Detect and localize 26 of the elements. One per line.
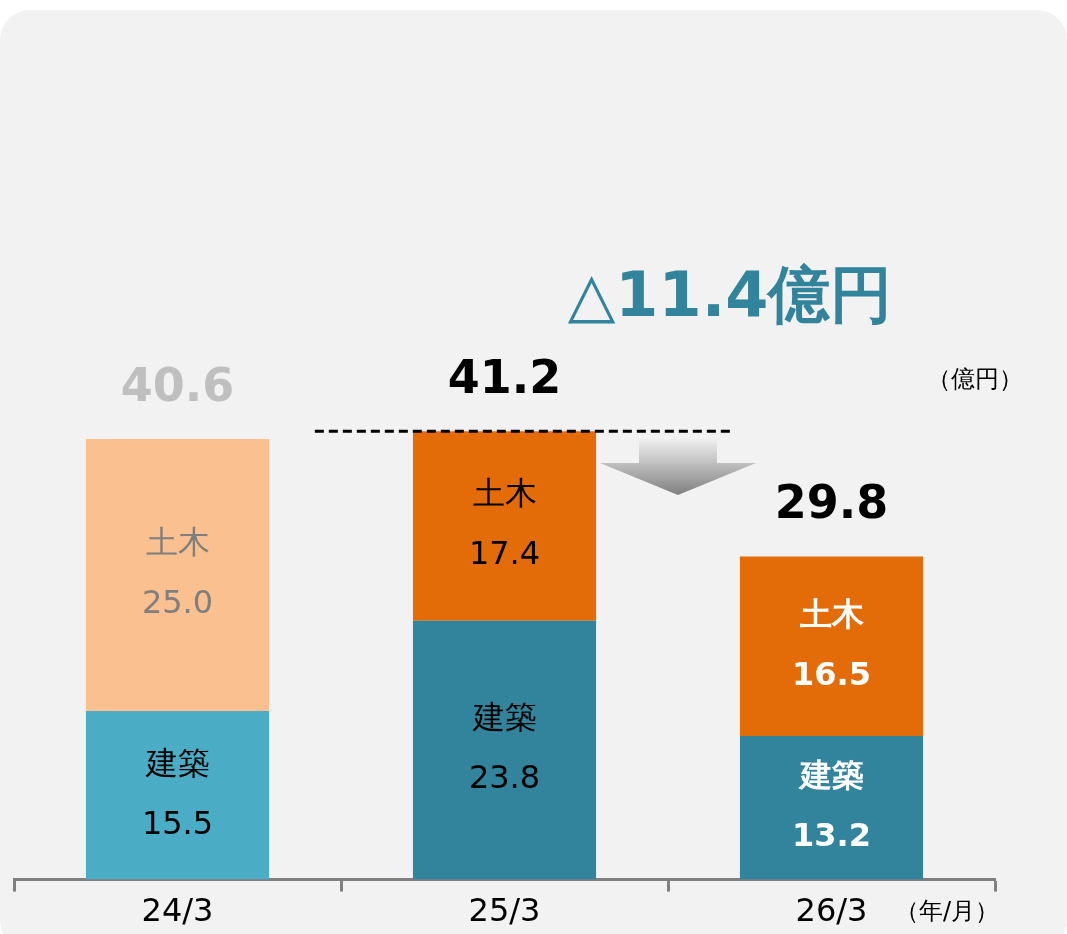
text: （年/月） xyxy=(894,897,1000,926)
bar xyxy=(85,710,270,880)
data-label: 17.4 xyxy=(468,534,541,573)
x-tick-label: 26/3 xyxy=(795,891,868,930)
text: （億円） xyxy=(927,365,1023,394)
bar xyxy=(412,620,597,880)
total-label: 41.2 xyxy=(447,350,562,405)
data-label: 23.8 xyxy=(468,758,541,797)
data-label: 13.2 xyxy=(792,816,871,855)
bar xyxy=(85,438,270,711)
text: 建築 xyxy=(145,743,210,782)
bar xyxy=(739,556,924,736)
text: △11.4億円 xyxy=(567,258,893,332)
bar xyxy=(412,431,597,621)
text: 土木 xyxy=(472,474,537,513)
bar xyxy=(739,735,924,880)
total-label: 29.8 xyxy=(774,475,889,530)
series-label: 土木 xyxy=(798,594,864,633)
data-label: 25.0 xyxy=(141,583,214,622)
data-label: 15.5 xyxy=(141,803,214,842)
x-tick-label: 24/3 xyxy=(141,891,214,930)
text: 土木 xyxy=(145,523,210,562)
data-label: 16.5 xyxy=(792,654,871,693)
text: 建築 xyxy=(472,698,537,737)
series-label: 建築 xyxy=(797,756,864,795)
x-tick-label: 25/3 xyxy=(468,891,541,930)
